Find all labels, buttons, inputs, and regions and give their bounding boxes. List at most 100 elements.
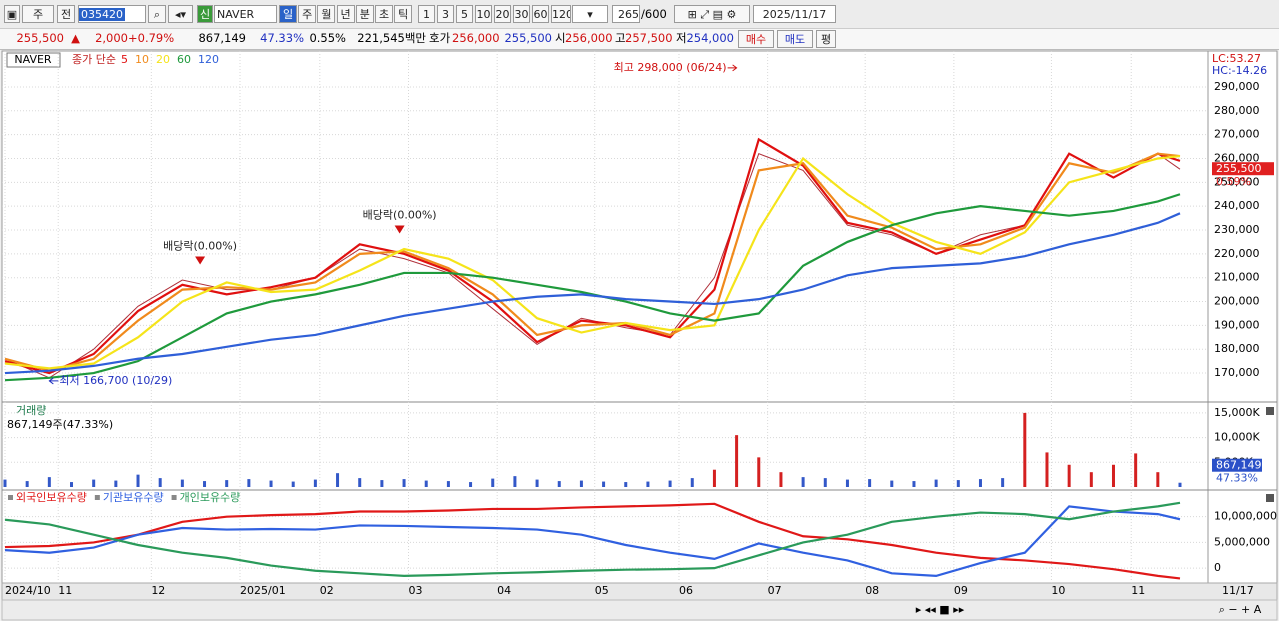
last-date: 11/17 bbox=[1222, 584, 1254, 597]
y-tick-label: 180,000 bbox=[1214, 342, 1260, 355]
unit-button[interactable]: 20 bbox=[494, 5, 511, 23]
series-line bbox=[4, 502, 1181, 580]
volume-bar bbox=[801, 477, 805, 487]
code-input[interactable]: 035420 bbox=[78, 5, 146, 23]
unit-button[interactable]: 월 bbox=[317, 5, 336, 23]
current-volume-box bbox=[1212, 458, 1262, 472]
new-badge[interactable]: 신 bbox=[197, 5, 213, 23]
y-tick-label: 210,000 bbox=[1214, 271, 1260, 284]
unit-button[interactable]: 10 bbox=[475, 5, 492, 23]
quote-bar: 255,500 ▲ 2,000 +0.79% 867,149 47.33% 0.… bbox=[0, 29, 1279, 50]
volume-bar bbox=[823, 478, 827, 487]
legend-prefix: 종가 단순 bbox=[72, 53, 116, 66]
search-button[interactable]: ⌕ bbox=[148, 5, 166, 23]
y-tick-label: 10,000,000 bbox=[1214, 510, 1277, 523]
prev-button[interactable]: 전 bbox=[57, 5, 75, 23]
nav-icons[interactable]: ▸ ◂◂ ■ ▸▸ bbox=[916, 603, 965, 616]
volume-bar bbox=[402, 479, 406, 487]
series-line bbox=[4, 193, 1181, 382]
name-input[interactable]: NAVER bbox=[214, 5, 277, 23]
volume-bar bbox=[535, 479, 539, 487]
volume-ratio: 47.33% bbox=[260, 31, 304, 45]
volume-bar bbox=[158, 478, 162, 487]
menu-icon[interactable]: ▣ bbox=[4, 5, 20, 23]
high-label: 고 bbox=[615, 31, 626, 45]
unit-button[interactable]: 30 bbox=[513, 5, 530, 23]
legend-swatch bbox=[171, 495, 177, 500]
y-tick-label: 0 bbox=[1214, 561, 1221, 574]
volume-bar bbox=[380, 480, 384, 487]
axis-bg bbox=[1207, 50, 1278, 584]
y-tick-label: 260,000 bbox=[1214, 151, 1260, 164]
y-tick-label: 5,000K bbox=[1214, 455, 1253, 468]
annotation-marker bbox=[394, 225, 405, 234]
y-tick-label: 250,000 bbox=[1214, 175, 1260, 188]
buy-button[interactable]: 매수 bbox=[738, 30, 774, 48]
volume-bar bbox=[735, 435, 739, 487]
close-box[interactable] bbox=[1266, 494, 1274, 502]
volume-bar bbox=[25, 481, 29, 487]
volume-bar bbox=[978, 479, 982, 487]
y-tick-label: 240,000 bbox=[1214, 199, 1260, 212]
y-tick-label: 10,000K bbox=[1214, 431, 1260, 444]
annotation: 최저 166,700 (10/29) bbox=[59, 374, 172, 387]
volume-bar bbox=[956, 480, 960, 487]
unit-button[interactable]: 년 bbox=[336, 5, 355, 23]
period-select[interactable]: 주 bbox=[22, 5, 54, 23]
arrow: ▲ bbox=[71, 31, 80, 45]
zoom-icons[interactable]: ⌕ − + A bbox=[1219, 603, 1262, 616]
date-input[interactable]: 2025/11/17 bbox=[753, 5, 836, 23]
volume-bar bbox=[845, 479, 849, 487]
y-tick-label: 5,000,000 bbox=[1214, 535, 1270, 548]
unit-button[interactable]: 120 bbox=[551, 5, 571, 23]
volume-bar bbox=[868, 479, 872, 487]
unit-button[interactable]: 초 bbox=[375, 5, 393, 23]
annotation-arrow bbox=[727, 64, 738, 72]
volume-bar bbox=[757, 457, 761, 487]
bid: 255,500 bbox=[504, 31, 552, 45]
x-tick-label: 12 bbox=[151, 584, 165, 597]
unit-button[interactable]: 60 bbox=[532, 5, 549, 23]
sound-button[interactable]: ◂▾ bbox=[168, 5, 193, 23]
volume-bar bbox=[247, 479, 251, 487]
tool-icons[interactable]: ⊞ ⤢ ▤ ⚙ bbox=[674, 5, 750, 23]
unit-button[interactable]: 일 bbox=[279, 5, 297, 23]
volume-bar bbox=[225, 480, 229, 487]
low-label: 저 bbox=[676, 31, 687, 45]
unit-button[interactable]: 5 bbox=[456, 5, 473, 23]
sell-button[interactable]: 매도 bbox=[777, 30, 813, 48]
x-tick-label: 10 bbox=[1051, 584, 1065, 597]
volume-bar bbox=[491, 478, 495, 487]
volume-bar bbox=[690, 478, 694, 487]
dropdown[interactable]: ▾ bbox=[572, 5, 608, 23]
volume-bar bbox=[624, 482, 628, 487]
x-tick-label: 2024/10 bbox=[5, 584, 51, 597]
unit-button[interactable]: 1 bbox=[418, 5, 435, 23]
volume-bar bbox=[469, 482, 473, 487]
volume-bar bbox=[291, 481, 295, 487]
y-tick-label: 280,000 bbox=[1214, 104, 1260, 117]
count-input[interactable]: 265 bbox=[612, 5, 640, 23]
volume-summary: 867,149주(47.33%) bbox=[7, 418, 113, 431]
symbol: NAVER bbox=[14, 53, 52, 66]
lc: LC:53.27 bbox=[1212, 52, 1261, 65]
unit-button[interactable]: 주 bbox=[298, 5, 317, 23]
x-tick-label: 08 bbox=[865, 584, 879, 597]
volume-bar bbox=[1178, 482, 1182, 487]
scroll-bar[interactable] bbox=[1, 599, 1278, 621]
legend-entry: 60 bbox=[177, 53, 191, 66]
annotation-arrow bbox=[48, 377, 59, 385]
avg-button[interactable]: 평 bbox=[816, 30, 836, 48]
unit-button[interactable]: 틱 bbox=[394, 5, 413, 23]
unit-button[interactable]: 3 bbox=[437, 5, 454, 23]
legend-entry: 기관보유수량 bbox=[103, 491, 164, 504]
volume-bar bbox=[313, 479, 317, 487]
unit-button[interactable]: 분 bbox=[355, 5, 374, 23]
volume-bar bbox=[180, 479, 184, 487]
y-tick-label: 270,000 bbox=[1214, 128, 1260, 141]
close-box[interactable] bbox=[1266, 407, 1274, 415]
volume-bar bbox=[424, 480, 428, 487]
legend-swatch bbox=[8, 495, 13, 500]
x-tick-label: 04 bbox=[497, 584, 511, 597]
